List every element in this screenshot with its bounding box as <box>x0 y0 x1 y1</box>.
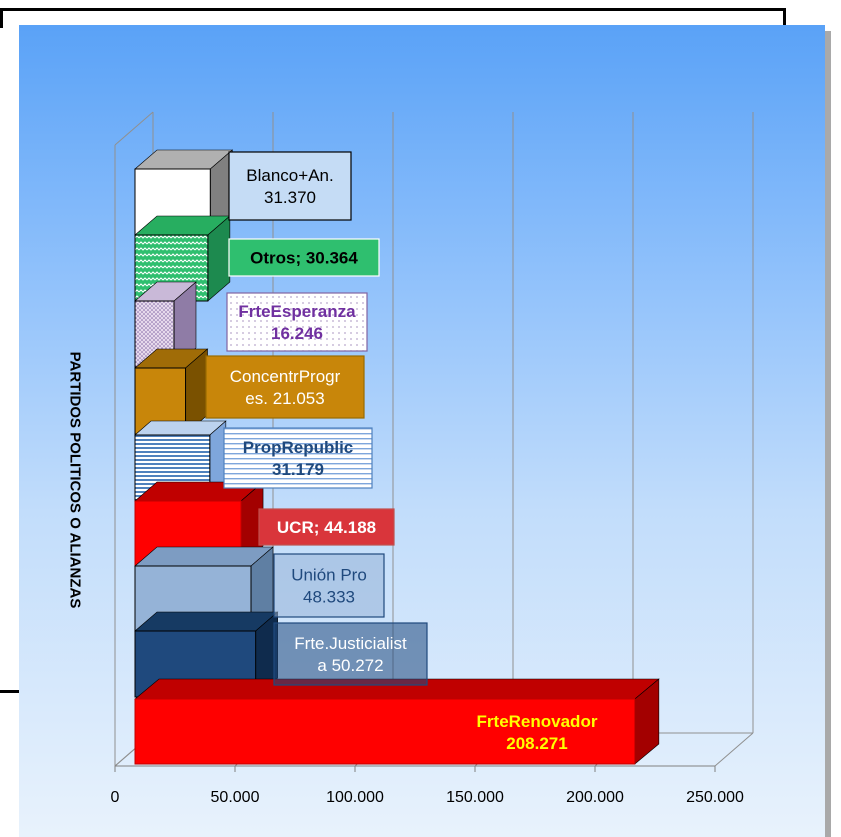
data-label: ConcentrProgr <box>230 367 341 386</box>
data-label-box <box>273 553 385 618</box>
frame-top-line <box>0 8 786 11</box>
bar-top-face <box>134 546 274 567</box>
data-label-box <box>228 238 380 277</box>
bar-top-face <box>134 611 279 632</box>
data-label: Blanco+An. <box>246 166 333 185</box>
data-label-box <box>205 355 365 419</box>
x-tick-label: 150.000 <box>446 789 504 806</box>
floor-gridline <box>714 732 754 767</box>
data-label: 16.246 <box>271 324 323 343</box>
data-label: 208.271 <box>506 734 567 753</box>
back-wall-top-left-edge <box>114 111 154 146</box>
data-label: Unión Pro <box>291 566 367 585</box>
data-label: FrteEsperanza <box>238 302 356 321</box>
data-label: es. 21.053 <box>245 389 324 408</box>
x-tick-label: 200.000 <box>566 789 624 806</box>
data-label: UCR; 44.188 <box>277 518 376 537</box>
data-label: Frte.Justicialist <box>294 634 407 653</box>
x-tick-label: 0 <box>111 789 120 806</box>
frame-right-line <box>783 8 786 30</box>
x-tick-label: 100.000 <box>326 789 384 806</box>
data-label: PropRepublic <box>243 438 354 457</box>
data-label: Otros; 30.364 <box>250 249 358 268</box>
data-label-box <box>258 508 395 546</box>
y-axis-label: PARTIDOS POLITICOS O ALIANZAS <box>66 351 84 609</box>
data-label-box <box>228 151 352 221</box>
chart-panel: 0 50.000 100.000 150.000 200.000 250.000 FrteR… <box>19 25 825 837</box>
x-tick-label: 50.000 <box>211 789 260 806</box>
data-label: 31.179 <box>272 460 324 479</box>
frame-bottom-line <box>0 690 20 693</box>
data-label: FrteRenovador <box>477 712 598 731</box>
bar <box>134 698 636 765</box>
data-label-box <box>226 292 368 352</box>
data-label-box <box>223 427 373 489</box>
data-label: a 50.272 <box>317 656 383 675</box>
data-label-box <box>273 622 428 686</box>
data-label: 31.370 <box>264 188 316 207</box>
x-tick-label: 250.000 <box>686 789 744 806</box>
bar-chart: 0 50.000 100.000 150.000 200.000 250.000 FrteR… <box>111 111 754 806</box>
data-label: 48.333 <box>303 588 355 607</box>
frame-left-line <box>0 8 3 28</box>
